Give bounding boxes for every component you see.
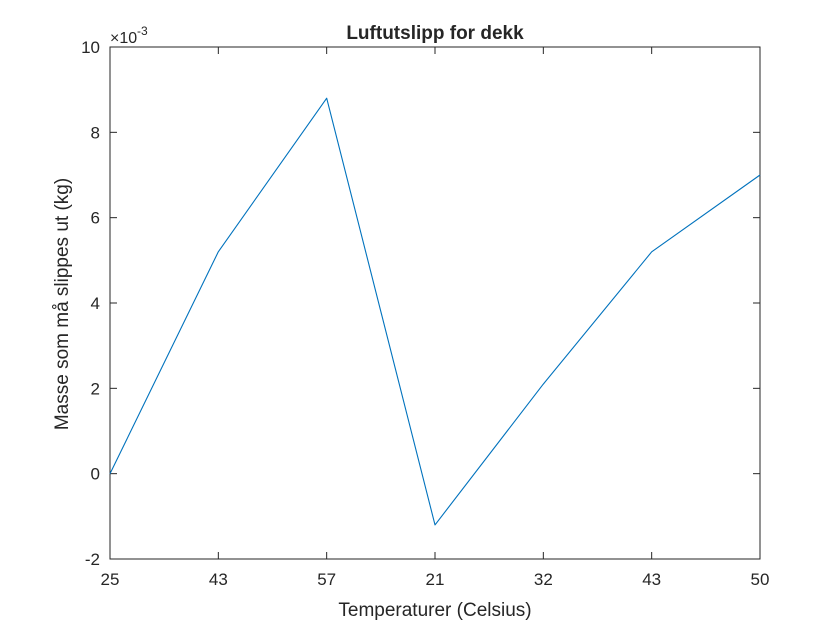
y-axis-label: Masse som må slippes ut (kg) [52, 178, 73, 430]
chart-title: Luftutslipp for dekk [346, 23, 524, 44]
exponent-power: -3 [137, 24, 148, 38]
series-line [109, 97, 761, 526]
y-tick-label: 6 [91, 209, 100, 228]
y-tick-label: 8 [91, 123, 100, 142]
x-tick-label: 32 [534, 570, 553, 589]
x-tick-label: 57 [317, 570, 336, 589]
y-tick-label: -2 [85, 550, 100, 569]
x-axis-label: Temperaturer (Celsius) [338, 600, 531, 621]
x-tick-label: 50 [751, 570, 770, 589]
plot-area: 25 43 57 21 32 43 50 -2 0 2 4 6 8 10 [81, 38, 769, 589]
y-tick-label: 2 [91, 379, 100, 398]
x-tick-label: 21 [426, 570, 445, 589]
y-tick-label: 10 [81, 38, 100, 57]
series-layer [109, 97, 761, 526]
x-axis-ticks: 25 43 57 21 32 43 50 [101, 47, 770, 589]
exponent-base: ×10 [110, 30, 137, 47]
x-tick-label: 25 [101, 570, 120, 589]
exponent-label: ×10 -3 [110, 24, 148, 47]
y-tick-label: 0 [91, 465, 100, 484]
x-tick-label: 43 [209, 570, 228, 589]
y-axis-ticks: -2 0 2 4 6 8 10 [81, 38, 760, 569]
y-tick-label: 4 [91, 294, 100, 313]
x-tick-label: 43 [642, 570, 661, 589]
